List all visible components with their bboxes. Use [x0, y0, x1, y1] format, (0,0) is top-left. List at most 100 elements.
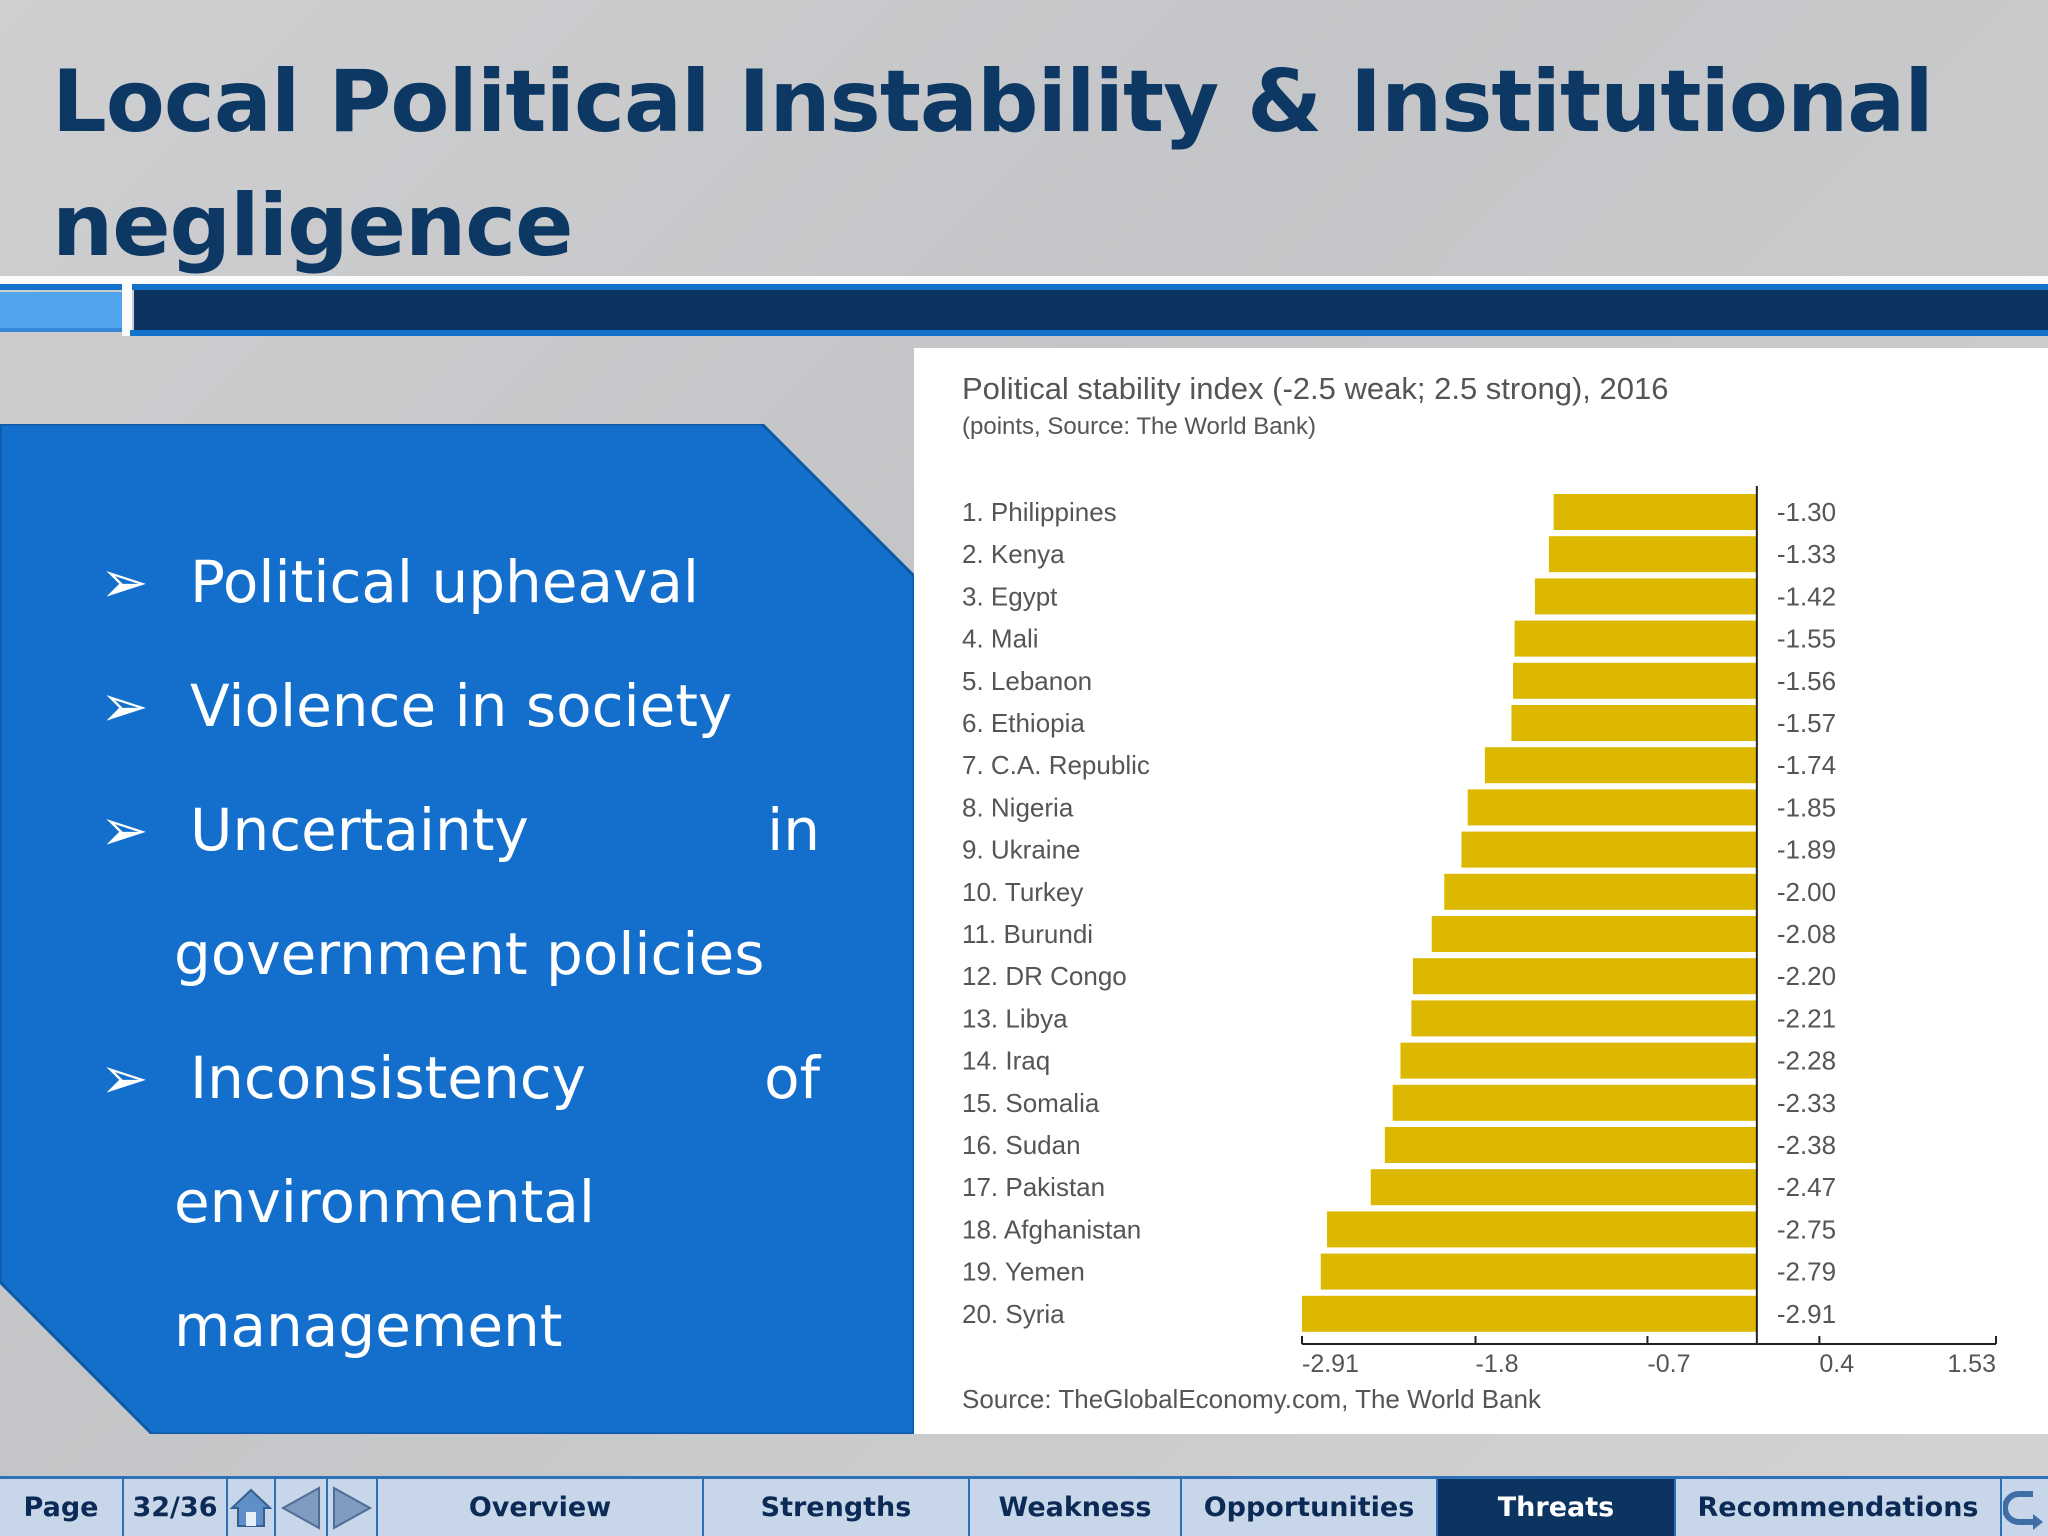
bullet-text: Violence in society: [190, 672, 733, 740]
value-label: -2.21: [1777, 1003, 1836, 1033]
category-label: 17. Pakistan: [962, 1172, 1105, 1202]
political-stability-chart: Political stability index (-2.5 weak; 2.…: [962, 371, 1997, 1414]
bar: [1484, 747, 1757, 784]
bar: [1412, 958, 1757, 995]
value-label: -2.00: [1777, 877, 1836, 907]
value-label: -1.85: [1777, 792, 1836, 822]
bar: [1461, 831, 1757, 868]
bar: [1467, 789, 1757, 826]
chart-subtitle: (points, Source: The World Bank): [962, 413, 1316, 440]
value-label: -1.30: [1777, 497, 1836, 527]
bullet-item: ➢ Inconsistency of: [100, 1016, 820, 1140]
bar: [1392, 1084, 1757, 1121]
value-label: -1.33: [1777, 539, 1836, 569]
value-label: -2.75: [1777, 1214, 1836, 1244]
tab-opportunities[interactable]: Opportunities: [1182, 1479, 1438, 1536]
x-tick-label: 0.4: [1819, 1350, 1854, 1378]
tab-recommendations[interactable]: Recommendations: [1676, 1479, 2002, 1536]
value-label: -1.42: [1777, 581, 1836, 611]
chart-source: Source: TheGlobalEconomy.com, The World …: [962, 1384, 1542, 1414]
value-label: -2.20: [1777, 961, 1836, 991]
bar: [1511, 705, 1757, 741]
bar: [1431, 916, 1757, 952]
bar: [1444, 873, 1757, 910]
category-label: 10. Turkey: [962, 877, 1083, 907]
return-button[interactable]: [2002, 1479, 2048, 1536]
bullet-word: of: [764, 1044, 820, 1112]
page-number: 32/36: [124, 1479, 228, 1536]
category-label: 16. Sudan: [962, 1130, 1081, 1160]
category-label: 2. Kenya: [962, 539, 1065, 569]
header-rule-gap: [122, 284, 132, 336]
category-label: 15. Somalia: [962, 1088, 1100, 1118]
value-label: -1.55: [1777, 624, 1836, 654]
chart-card: Political stability index (-2.5 weak; 2.…: [914, 348, 2048, 1434]
bullet-item: ➢ Uncertainty in: [100, 768, 820, 892]
bar: [1514, 620, 1757, 657]
tab-weakness[interactable]: Weakness: [970, 1479, 1182, 1536]
prev-arrow-icon: [280, 1485, 320, 1530]
arrow-bullet-icon: ➢: [100, 796, 149, 864]
bullet-continuation: government policies: [174, 920, 765, 988]
chart-title: Political stability index (-2.5 weak; 2.…: [962, 371, 1668, 406]
value-label: -1.56: [1777, 666, 1836, 696]
bar: [1553, 494, 1757, 530]
next-slide-button[interactable]: [328, 1479, 378, 1536]
value-label: -1.74: [1777, 750, 1836, 780]
x-tick-label: -1.8: [1476, 1350, 1519, 1378]
bar: [1548, 536, 1757, 573]
category-label: 18. Afghanistan: [962, 1214, 1141, 1244]
bar: [1302, 1295, 1757, 1332]
category-label: 12. DR Congo: [962, 961, 1127, 991]
header-rule-dark: [134, 290, 2048, 330]
bullet-text: Political upheaval: [190, 548, 700, 616]
bullet-word: Uncertainty: [190, 796, 529, 864]
category-label: 11. Burundi: [962, 919, 1093, 949]
bullet-continuation: management: [174, 1292, 563, 1360]
category-label: 20. Syria: [962, 1299, 1065, 1329]
tab-overview[interactable]: Overview: [378, 1479, 704, 1536]
bullet-word: Inconsistency: [190, 1044, 586, 1112]
bar: [1513, 662, 1757, 699]
page-label: Page: [0, 1479, 124, 1536]
bullet-word: in: [767, 796, 820, 864]
home-icon: [229, 1488, 273, 1527]
arrow-bullet-icon: ➢: [100, 1044, 149, 1112]
home-button[interactable]: [228, 1479, 276, 1536]
return-icon: [2003, 1490, 2043, 1530]
arrow-bullet-icon: ➢: [100, 672, 149, 740]
category-label: 14. Iraq: [962, 1046, 1050, 1076]
value-label: -2.79: [1777, 1257, 1836, 1287]
bullet-continuation: environmental: [174, 1168, 596, 1236]
header-rule-thin: [0, 284, 2048, 290]
value-label: -2.38: [1777, 1130, 1836, 1160]
category-label: 1. Philippines: [962, 497, 1117, 527]
category-label: 9. Ukraine: [962, 835, 1081, 865]
value-label: -2.28: [1777, 1046, 1836, 1076]
bar: [1370, 1169, 1757, 1206]
category-label: 7. C.A. Republic: [962, 750, 1150, 780]
slide-navbar: Page 32/36 Overview Strengths Weakness O…: [0, 1476, 2048, 1536]
category-label: 3. Egypt: [962, 581, 1058, 611]
bullet-panel: [0, 424, 914, 1434]
x-tick-label: 1.53: [1947, 1350, 1996, 1378]
bullet-item: ➢ Violence in society: [100, 644, 820, 768]
bar: [1411, 1000, 1757, 1037]
bullet-list: ➢ Political upheaval ➢ Violence in socie…: [100, 520, 820, 1388]
bullet-text: Inconsistency of: [190, 1016, 820, 1140]
tab-strengths[interactable]: Strengths: [704, 1479, 970, 1536]
value-label: -2.08: [1777, 919, 1836, 949]
category-label: 8. Nigeria: [962, 792, 1074, 822]
value-label: -1.89: [1777, 835, 1836, 865]
x-tick-label: -2.91: [1302, 1350, 1359, 1378]
x-tick-label: -0.7: [1647, 1350, 1690, 1378]
tab-threats[interactable]: Threats: [1438, 1479, 1676, 1536]
arrow-bullet-icon: ➢: [100, 548, 149, 616]
slide-title: Local Political Instability & Institutio…: [52, 52, 1934, 276]
category-label: 4. Mali: [962, 624, 1039, 654]
header-rule-white: [0, 276, 2048, 284]
header-rule-bottom: [130, 330, 2048, 336]
prev-slide-button[interactable]: [276, 1479, 328, 1536]
bar: [1400, 1042, 1757, 1079]
bar: [1320, 1253, 1757, 1290]
